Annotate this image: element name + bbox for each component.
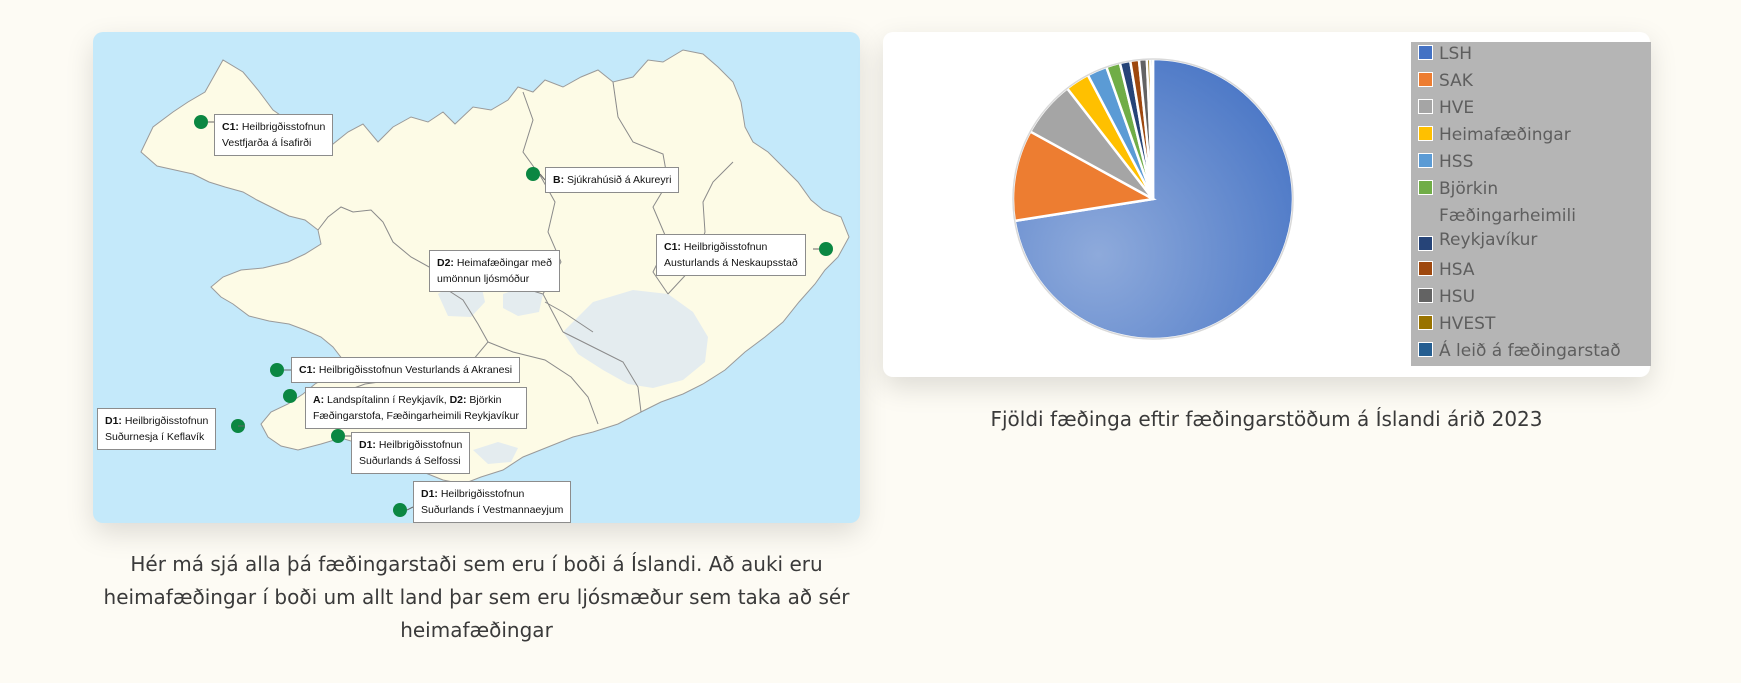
legend-label: HSU — [1439, 287, 1476, 307]
legend-swatch — [1418, 261, 1433, 276]
pie-slices — [1011, 57, 1295, 341]
marker-isafjordur — [194, 115, 208, 129]
legend-item: HSA — [1414, 258, 1475, 282]
legend-label: HVE — [1439, 98, 1475, 118]
legend-swatch — [1418, 342, 1433, 357]
legend-label: SAK — [1439, 71, 1473, 91]
marker-reykjavik — [283, 389, 297, 403]
legend-label: HSS — [1439, 152, 1474, 172]
legend-label: Björkin — [1439, 179, 1499, 199]
legend-label: Á leið á fæðingarstað — [1439, 341, 1621, 361]
marker-akureyri — [526, 167, 540, 181]
legend-swatch — [1418, 72, 1433, 87]
map-caption: Hér má sjá alla þá fæðingarstaði sem eru… — [103, 552, 850, 642]
legend-swatch — [1418, 180, 1433, 195]
legend-item: LSH — [1414, 42, 1472, 66]
map-label-akranes: C1: Heilbrigðisstofnun Vesturlands á Akr… — [291, 357, 521, 383]
glacier-hofsjokull — [503, 286, 543, 316]
legend-label: HVEST — [1439, 314, 1496, 334]
legend-swatch — [1418, 99, 1433, 114]
pie-legend: LSH SAK HVE Heimafæðingar HSS Björkin Fæðingar… — [1411, 42, 1651, 366]
legend-label: HSA — [1439, 260, 1475, 280]
marker-selfoss — [331, 429, 345, 443]
map-label-heimafaedingar: D2: Heimafæðingar með umönnun ljósmóður — [429, 250, 560, 292]
legend-label: Fæðingarheimili Reykjavíkur — [1439, 206, 1576, 250]
map-label-keflavik: D1: Heilbrigðisstofnun Suðurnesja í Kefl… — [97, 408, 217, 450]
legend-swatch — [1418, 315, 1433, 330]
legend-swatch — [1418, 153, 1433, 168]
legend-swatch — [1418, 236, 1433, 251]
legend-item: HSU — [1414, 285, 1475, 309]
legend-item: Björkin — [1414, 177, 1498, 201]
glacier-myrdalsjokull — [473, 442, 518, 464]
marker-neskaupstadur — [819, 242, 833, 256]
pie-chart — [1011, 57, 1295, 341]
legend-item: HVEST — [1414, 312, 1495, 336]
marker-vestmannaeyjar — [393, 503, 407, 517]
map-label-vestmannaeyjar: D1: Heilbrigðisstofnun Suðurlands í Vest… — [413, 481, 572, 523]
legend-item: HVE — [1414, 96, 1474, 120]
map-label-isafjordur: C1: Heilbrigðisstofnun Vestfjarða á Ísaf… — [214, 114, 334, 156]
glacier-vatnajokull — [563, 290, 708, 388]
pie-outline — [1012, 58, 1294, 340]
map-label-akureyri: B: Sjúkrahúsið á Akureyri — [545, 167, 680, 193]
legend-item: SAK — [1414, 69, 1473, 93]
map-label-reykjavik: A: Landspítalinn í Reykjavík, D2: Björki… — [305, 387, 527, 429]
legend-item: HSS — [1414, 150, 1473, 174]
birthplace-markers — [194, 115, 833, 517]
legend-item: Fæðingarheimili Reykjavíkur — [1414, 204, 1609, 251]
legend-label: LSH — [1439, 44, 1473, 64]
legend-swatch — [1418, 126, 1433, 141]
marker-akranes — [270, 363, 284, 377]
pie-caption: Fjöldi fæðinga eftir fæðingarstöðum á Ís… — [990, 407, 1543, 431]
iceland-birthplaces-map: C1: Heilbrigðisstofnun Vestfjarða á Ísaf… — [93, 32, 860, 523]
legend-item: Á leið á fæðingarstað — [1414, 339, 1621, 363]
legend-item: Heimafæðingar — [1414, 123, 1571, 147]
legend-swatch — [1418, 45, 1433, 60]
legend-swatch — [1418, 288, 1433, 303]
map-label-selfoss: D1: Heilbrigðisstofnun Suðurlands á Self… — [351, 432, 471, 474]
map-label-neskaupstadur: C1: Heilbrigðisstofnun Austurlands á Nes… — [656, 234, 806, 276]
legend-label: Heimafæðingar — [1439, 125, 1571, 145]
